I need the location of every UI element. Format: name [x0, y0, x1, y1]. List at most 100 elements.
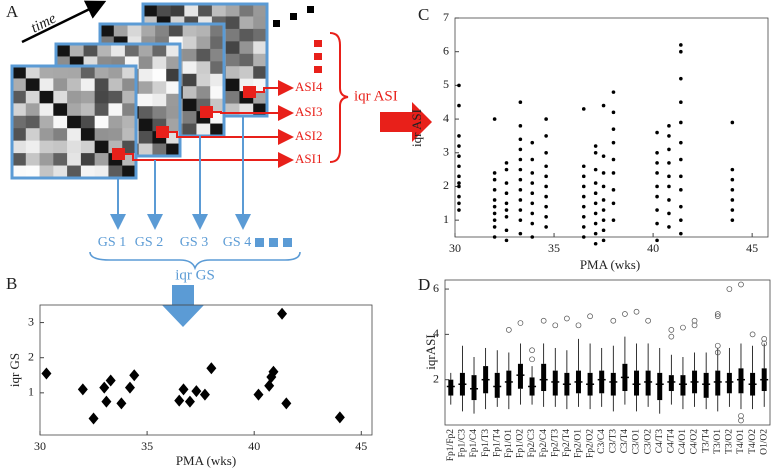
x-tick-label: T3/O2 — [725, 429, 735, 454]
point — [611, 218, 616, 222]
point — [101, 395, 112, 408]
matrix-cell — [253, 53, 268, 67]
matrix-cell — [210, 86, 225, 99]
outlier — [668, 333, 675, 340]
matrix-cell — [138, 44, 153, 57]
matrix-cell — [166, 93, 181, 107]
point — [518, 208, 523, 212]
point — [518, 198, 523, 202]
matrix-cell — [166, 81, 181, 95]
x-tick-label: Fp1/C4 — [469, 429, 479, 458]
point — [601, 228, 606, 233]
point — [655, 150, 659, 155]
point — [601, 171, 606, 175]
outlier — [505, 326, 512, 333]
matrix-cell — [166, 106, 181, 119]
point — [679, 43, 683, 47]
matrix-cell — [69, 44, 84, 57]
matrix-cell — [170, 4, 185, 17]
matrix-cell — [25, 140, 40, 154]
box — [552, 370, 558, 396]
matrix-cell — [210, 48, 225, 62]
matrix-cell — [196, 123, 211, 137]
y-tick-label: 2 — [28, 349, 34, 363]
matrix-cell — [166, 118, 181, 132]
matrix-cell — [127, 24, 142, 37]
point — [679, 174, 683, 179]
matrix-cell — [80, 78, 95, 92]
outlier — [726, 286, 733, 292]
point — [41, 367, 52, 380]
matrix-cell — [108, 66, 123, 79]
point — [492, 177, 497, 182]
point — [730, 188, 735, 192]
point — [611, 157, 616, 162]
point — [457, 184, 461, 189]
point — [730, 177, 735, 182]
matrix-cell — [12, 165, 27, 179]
matrix-cell — [225, 4, 240, 17]
outlier — [738, 417, 744, 424]
point — [544, 174, 548, 179]
matrix-cell — [108, 90, 123, 104]
matrix-cell — [239, 16, 254, 30]
box — [599, 370, 605, 394]
outlier — [529, 347, 535, 354]
outlier — [738, 281, 744, 288]
matrix-cell — [94, 78, 109, 92]
matrix-cell — [166, 44, 181, 57]
point — [593, 201, 598, 206]
x-tick-label: Fp2/O2 — [585, 429, 595, 458]
point — [518, 188, 523, 192]
outlier — [610, 317, 617, 324]
box — [448, 379, 454, 396]
x-tick-label: C4/T4 — [667, 429, 677, 454]
dot — [255, 238, 264, 247]
matrix-cell — [210, 73, 225, 87]
x-tick-label: O1/O2 — [759, 429, 769, 455]
point — [530, 171, 535, 175]
asi-arrow — [256, 80, 294, 96]
x-tick-label: 40 — [248, 439, 260, 453]
matrix-cell — [239, 41, 254, 55]
y-tick-label: 1 — [443, 212, 449, 226]
outlier — [714, 349, 721, 356]
matrix-cell — [156, 4, 171, 17]
asi-arrow — [125, 152, 294, 168]
point — [679, 188, 683, 192]
matrix-cell — [80, 153, 95, 166]
box — [726, 372, 732, 394]
point — [655, 208, 659, 212]
point — [530, 157, 535, 162]
point — [457, 144, 461, 148]
matrix-cell — [210, 123, 225, 137]
point — [504, 167, 509, 172]
x-axis-label: PMA (wks) — [580, 257, 640, 272]
matrix-cell — [143, 4, 158, 17]
matrix-cell — [94, 128, 109, 141]
x-tick-label: Fp1/T3 — [481, 429, 491, 457]
matrix-cell — [53, 78, 68, 92]
point — [504, 208, 509, 212]
matrix-cell — [138, 143, 153, 157]
y-axis-label: iqrASI — [423, 334, 438, 369]
matrix-cell — [80, 140, 95, 154]
matrix-cell — [166, 68, 181, 82]
matrix-cell — [138, 68, 153, 82]
outlier — [761, 340, 768, 347]
outlier — [622, 311, 628, 317]
matrix-cell — [122, 78, 137, 92]
y-tick-label: 6 — [433, 281, 439, 295]
outlier — [633, 308, 640, 315]
matrix-cell — [80, 103, 95, 117]
matrix-cell — [12, 78, 27, 92]
matrix-cell — [39, 115, 54, 129]
matrix-cell — [225, 41, 240, 55]
outlier — [552, 322, 559, 329]
outlier — [714, 342, 721, 349]
matrix-cell — [108, 103, 123, 117]
matrix-cell — [25, 66, 40, 79]
matrix-cell — [25, 153, 40, 166]
matrix-cell — [168, 24, 183, 37]
